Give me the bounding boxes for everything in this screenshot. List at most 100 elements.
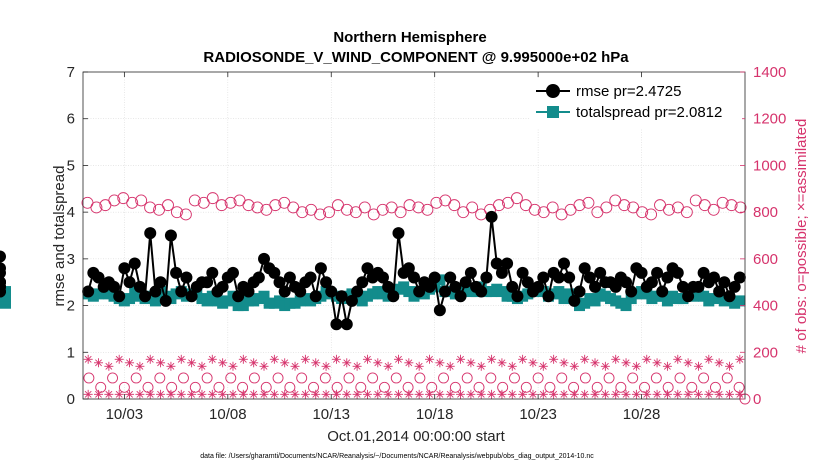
obs-possible-marker (485, 372, 497, 384)
obs-possible-marker (237, 381, 249, 393)
rmse-point (423, 280, 436, 293)
obs-assimilated-marker (611, 354, 621, 364)
rmse-point (180, 271, 193, 284)
obs-possible-marker (154, 372, 166, 384)
obs-possible-marker (142, 381, 154, 393)
rmse-point (226, 266, 239, 279)
obs-assimilated-marker (331, 389, 341, 399)
rmse-point (206, 266, 219, 279)
rmse-point (144, 227, 157, 240)
y-tick-label: 0 (67, 391, 75, 408)
obs-possible-marker (179, 208, 192, 221)
obs-assimilated-marker (228, 389, 238, 399)
totalspread-point (0, 290, 11, 302)
obs-assimilated-marker (404, 389, 414, 399)
obs-possible-marker (556, 372, 568, 384)
obs-possible-marker (707, 203, 720, 216)
rmse-point (82, 285, 95, 298)
rmse-point (252, 271, 265, 284)
obs-assimilated-marker (549, 354, 559, 364)
obs-assimilated-marker (590, 389, 600, 399)
rmse-point (0, 285, 6, 298)
obs-possible-marker (206, 192, 219, 205)
obs-possible-marker (269, 199, 282, 212)
obs-possible-marker (615, 381, 627, 393)
obs-assimilated-marker (600, 361, 610, 371)
obs-assimilated-marker (197, 389, 207, 399)
obs-assimilated-marker (114, 354, 124, 364)
obs-possible-marker (510, 192, 523, 205)
rmse-point (521, 276, 534, 289)
obs-assimilated-marker (238, 354, 248, 364)
obs-possible-marker (242, 199, 255, 212)
rmse-point (682, 290, 695, 303)
rmse-point (304, 271, 317, 284)
rmse-point (464, 266, 477, 279)
obs-assimilated-marker (476, 389, 486, 399)
obs-assimilated-marker (559, 389, 569, 399)
legend-spread-label: totalspread pr=2.0812 (576, 104, 722, 121)
rmse-point (459, 276, 472, 289)
obs-possible-marker (662, 381, 674, 393)
obs-possible-marker (215, 199, 228, 212)
rmse-point (0, 250, 6, 263)
obs-assimilated-marker (373, 358, 383, 368)
obs-assimilated-marker (507, 361, 517, 371)
y-axis-ticks: 0 1 2 3 4 5 6 7 (67, 64, 88, 408)
totalspread-point (149, 295, 161, 307)
obs-possible-marker (343, 372, 355, 384)
rmse-point (635, 266, 648, 279)
rmse-point (376, 271, 389, 284)
rmse-point (620, 276, 633, 289)
y-tick-label: 5 (67, 157, 75, 174)
obs-possible-marker (709, 381, 721, 393)
obs-assimilated-marker (631, 361, 641, 371)
obs-possible-marker (725, 199, 738, 212)
rmse-point (428, 271, 441, 284)
plot-frame (82, 71, 746, 400)
obs-possible-marker (390, 372, 402, 384)
obs-assimilated-marker (362, 389, 372, 399)
obs-possible-marker (402, 381, 414, 393)
obs-assimilated-marker (518, 354, 528, 364)
rmse-point (402, 262, 415, 275)
obs-possible-marker (591, 381, 603, 393)
y2-axis-ticks: 0 200 400 600 800 1000 1200 1400 (740, 64, 786, 408)
obs-possible-marker (449, 381, 461, 393)
obs-assimilated-marker (590, 358, 600, 368)
rmse-point (392, 227, 405, 240)
obs-possible-marker (520, 381, 532, 393)
obs-possible-marker (296, 372, 308, 384)
obs-assimilated-marker (631, 389, 641, 399)
obs-possible-marker (546, 201, 559, 214)
y2-tick-label: 800 (753, 204, 778, 221)
rmse-point (268, 266, 281, 279)
chart-subtitle: RADIOSONDE_V_WIND_COMPONENT @ 9.995000e+… (203, 49, 629, 66)
obs-assimilated-marker (621, 389, 631, 399)
rmse-point (408, 271, 420, 284)
rmse-point (563, 271, 576, 284)
totalspread-point (620, 300, 632, 312)
obs-assimilated-marker (321, 361, 331, 371)
rmse-point (552, 271, 565, 284)
rmse-point (661, 271, 674, 284)
rmse-point (439, 285, 452, 298)
rmse-point (309, 290, 322, 303)
rmse-point (645, 276, 658, 289)
rmse-point (656, 285, 669, 298)
obs-possible-marker (618, 199, 631, 212)
obs-assimilated-marker (497, 358, 507, 368)
obs-assimilated-marker (435, 358, 445, 368)
rmse-point (133, 280, 146, 293)
obs-possible-marker (650, 372, 662, 384)
obs-assimilated-marker (549, 389, 559, 399)
obs-assimilated-marker (311, 389, 321, 399)
rmse-point (356, 276, 369, 289)
obs-assimilated-marker (83, 389, 93, 399)
obs-assimilated-marker (249, 358, 259, 368)
x-tick-label: 10/08 (209, 406, 247, 423)
y2-tick-label: 400 (753, 298, 778, 315)
rmse-point (516, 266, 529, 279)
obs-possible-marker (497, 381, 509, 393)
